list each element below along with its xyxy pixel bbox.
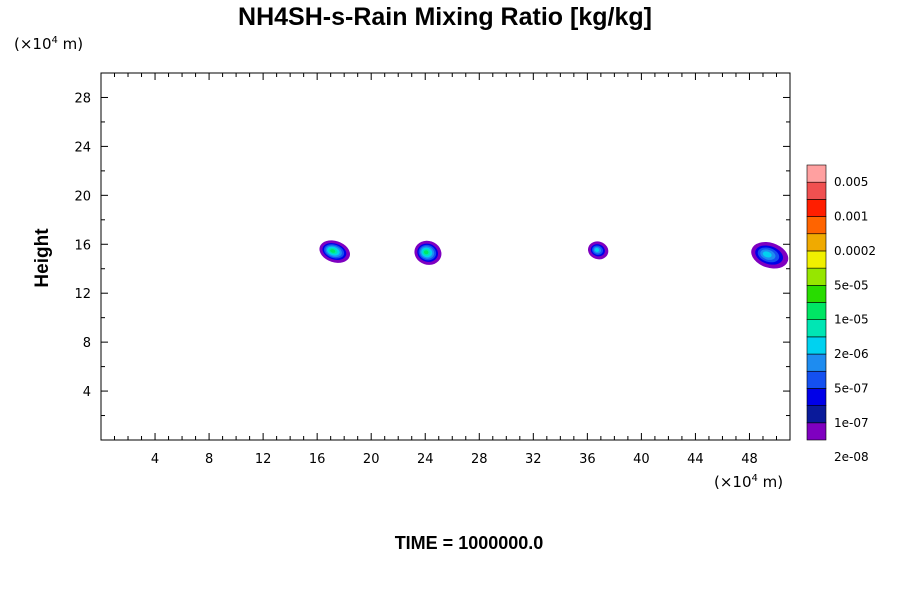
colorbar: 0.005 0.001 0.0002 5e-05 1e-05 2e-06 5e-07 1e-0… — [806, 164, 876, 464]
colorbar-label: 0.005 — [834, 175, 868, 189]
x-tick-label: 32 — [525, 452, 542, 467]
plot-frame — [100, 72, 791, 441]
colorbar-swatch — [806, 302, 827, 320]
x-tick-label: 48 — [741, 452, 758, 467]
colorbar-swatch — [806, 216, 827, 235]
colorbar-swatch — [806, 405, 827, 424]
x-tick-label: 40 — [633, 452, 650, 467]
contour-layer — [319, 240, 789, 269]
colorbar-label: 2e-08 — [834, 450, 869, 464]
colorbar-swatch — [806, 336, 827, 355]
x-tick-label: 44 — [687, 452, 704, 467]
colorbar-label: 0.001 — [834, 210, 868, 224]
colorbar-swatch — [806, 370, 827, 389]
colorbar-swatch — [806, 164, 827, 183]
x-tick-label: 36 — [579, 452, 596, 467]
y-tick-label: 16 — [74, 238, 91, 253]
colorbar-swatch — [806, 388, 827, 406]
y-axis: 4 8 12 16 20 24 28 — [74, 91, 790, 417]
colorbar-swatch — [806, 199, 827, 217]
colorbar-swatch — [806, 285, 827, 303]
colorbar-swatch — [806, 250, 827, 269]
contour-level — [762, 251, 772, 258]
colorbar-label: 5e-07 — [834, 381, 869, 395]
colorbar-label: 1e-05 — [834, 313, 869, 327]
colorbar-label: 1e-07 — [834, 416, 869, 430]
chart-title: NH4SH-s-Rain Mixing Ratio [kg/kg] — [238, 3, 652, 31]
y-tick-label: 28 — [74, 91, 91, 106]
colorbar-swatch — [806, 319, 827, 338]
colorbar-swatch — [806, 181, 827, 200]
x-tick-label: 8 — [205, 452, 213, 467]
y-tick-label: 20 — [74, 189, 91, 204]
x-tick-label: 28 — [471, 452, 488, 467]
y-axis-label: Height — [32, 228, 53, 288]
colorbar-swatch — [806, 267, 827, 286]
y-tick-label: 4 — [83, 385, 91, 400]
y-tick-label: 24 — [74, 140, 91, 155]
rain-feature — [751, 242, 789, 269]
x-tick-label: 16 — [309, 452, 326, 467]
x-tick-label: 4 — [151, 452, 159, 467]
contour-level — [330, 249, 336, 253]
colorbar-swatch — [806, 422, 827, 441]
x-axis-unit: (×104 m) — [714, 473, 783, 491]
y-tick-label: 8 — [83, 336, 91, 351]
x-axis: 4 8 12 16 20 24 28 32 36 40 44 48 — [114, 73, 777, 467]
contour-level — [594, 248, 600, 252]
colorbar-label: 2e-06 — [834, 347, 869, 361]
x-tick-label: 12 — [255, 452, 272, 467]
colorbar-label: 5e-05 — [834, 278, 869, 292]
x-tick-label: 20 — [363, 452, 380, 467]
colorbar-swatch — [806, 233, 827, 252]
contour-level — [423, 250, 429, 255]
time-label: TIME = 1000000.0 — [395, 533, 544, 553]
x-tick-label: 24 — [417, 452, 434, 467]
rain-feature — [414, 240, 442, 265]
rain-feature — [588, 241, 609, 260]
colorbar-label: 0.0002 — [834, 244, 876, 258]
rain-feature — [319, 240, 350, 263]
y-axis-unit: (×104 m) — [14, 35, 83, 53]
colorbar-swatch — [806, 353, 827, 372]
y-tick-label: 12 — [74, 287, 91, 302]
